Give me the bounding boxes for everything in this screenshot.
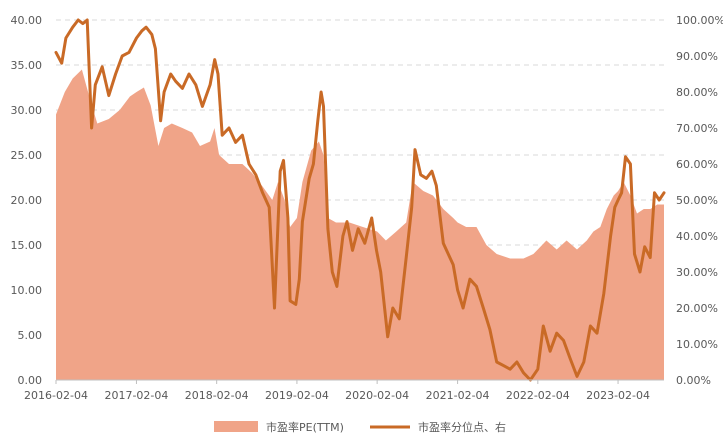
x-tick-label: 2022-02-04	[506, 389, 570, 402]
legend-label-percentile: 市盈率分位点、右	[418, 420, 506, 434]
right-tick-label: 50.00%	[676, 194, 718, 207]
legend-label-pe: 市盈率PE(TTM)	[266, 420, 344, 434]
right-y-axis: 0.00% 10.00% 20.00% 30.00% 40.00% 50.00% 60.00…	[676, 14, 723, 387]
x-tick-label: 2018-02-04	[185, 389, 249, 402]
legend: 市盈率PE(TTM) 市盈率分位点、右	[214, 420, 506, 434]
percentile-line	[54, 18, 666, 382]
left-tick-label: 40.00	[11, 14, 43, 27]
pe-area-series	[56, 69, 664, 380]
x-axis: 2016-02-04 2017-02-04 2018-02-04 2019-02-04…	[24, 380, 650, 402]
x-tick-label: 2019-02-04	[265, 389, 329, 402]
right-tick-label: 80.00%	[676, 86, 718, 99]
x-tick-label: 2017-02-04	[104, 389, 168, 402]
percentile-line-series	[54, 18, 666, 382]
right-tick-label: 90.00%	[676, 50, 718, 63]
right-tick-label: 70.00%	[676, 122, 718, 135]
right-tick-label: 0.00%	[676, 374, 711, 387]
left-tick-label: 35.00	[11, 59, 43, 72]
right-tick-label: 40.00%	[676, 230, 718, 243]
left-tick-label: 10.00	[11, 284, 43, 297]
left-y-axis: 0.00 5.00 10.00 15.00 20.00 25.00 30.00 35.00 40…	[11, 14, 43, 387]
pe-area	[56, 69, 664, 380]
legend-swatch-pe	[214, 421, 258, 432]
x-tick-label: 2021-02-04	[426, 389, 490, 402]
right-tick-label: 10.00%	[676, 338, 718, 351]
x-tick-label: 2020-02-04	[345, 389, 409, 402]
left-tick-label: 5.00	[18, 329, 43, 342]
right-tick-label: 100.00%	[676, 14, 723, 27]
left-tick-label: 20.00	[11, 194, 43, 207]
left-tick-label: 15.00	[11, 239, 43, 252]
right-tick-label: 30.00%	[676, 266, 718, 279]
left-tick-label: 0.00	[18, 374, 43, 387]
left-tick-label: 25.00	[11, 149, 43, 162]
x-tick-label: 2023-02-04	[586, 389, 650, 402]
right-tick-label: 60.00%	[676, 158, 718, 171]
x-tick-label: 2016-02-04	[24, 389, 88, 402]
left-tick-label: 30.00	[11, 104, 43, 117]
right-tick-label: 20.00%	[676, 302, 718, 315]
